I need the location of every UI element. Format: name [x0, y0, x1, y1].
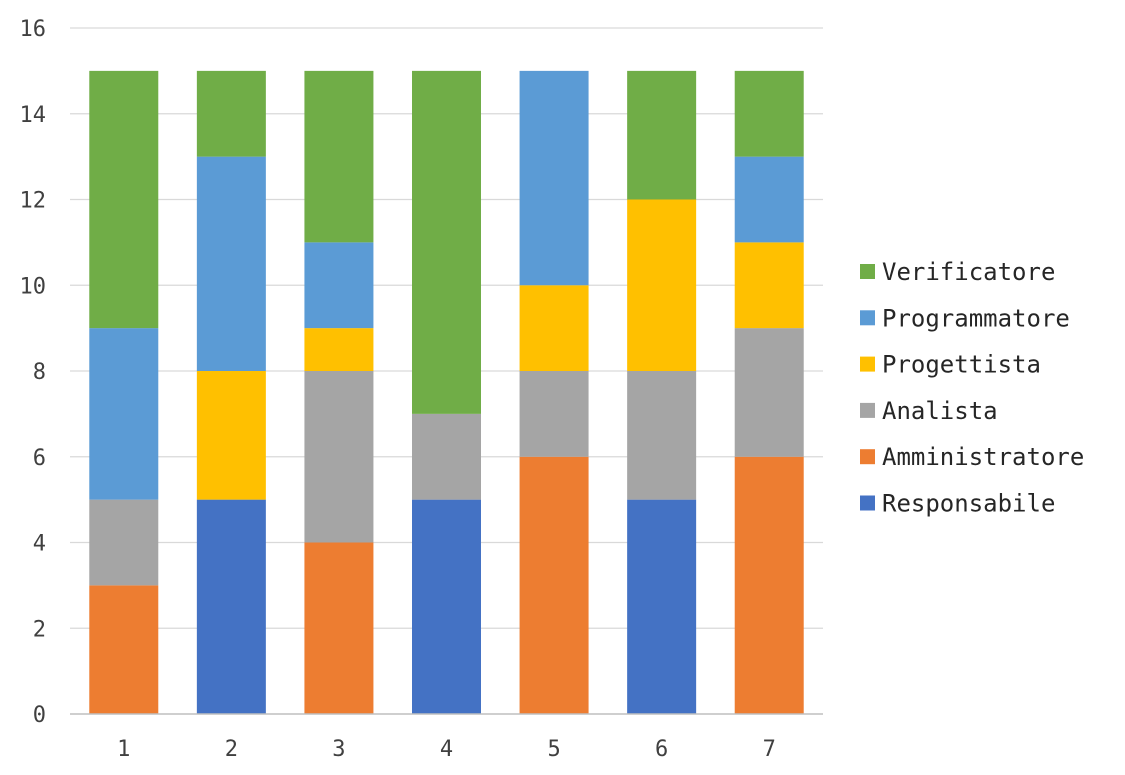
- bar-segment: [627, 499, 697, 714]
- bar-segment: [304, 242, 374, 329]
- x-tick-label: 7: [763, 737, 776, 762]
- legend-label: Amministratore: [882, 443, 1084, 471]
- bar-segment: [304, 371, 374, 543]
- bar-segment: [196, 371, 266, 500]
- bar-segment: [519, 456, 589, 714]
- y-tick-label: 2: [33, 617, 46, 642]
- legend: Verificatore Programmatore Progettista Anal…: [860, 258, 1084, 518]
- x-tick-label: 5: [547, 737, 560, 762]
- bar-segment: [89, 70, 159, 329]
- legend-item: Progettista: [860, 351, 1041, 379]
- bar-segment: [304, 328, 374, 371]
- bar-segment: [734, 328, 804, 457]
- legend-swatch: [860, 495, 875, 511]
- bar-segment: [89, 499, 159, 586]
- legend-swatch: [860, 310, 875, 326]
- bar-segment: [519, 285, 589, 371]
- bar-segment: [196, 156, 266, 371]
- y-tick-label: 8: [33, 360, 46, 385]
- bar-segment: [519, 70, 589, 286]
- legend-item: Verificatore: [860, 258, 1055, 286]
- legend-item: Analista: [860, 397, 998, 425]
- y-tick-label: 12: [20, 189, 47, 214]
- bar-segment: [734, 456, 804, 714]
- bar-segment: [734, 70, 804, 157]
- bar-segment: [734, 242, 804, 329]
- bar-segment: [519, 371, 589, 457]
- bar-segment: [304, 70, 374, 243]
- bar-segment: [734, 156, 804, 243]
- y-tick-label: 4: [33, 532, 46, 557]
- legend-item: Responsabile: [860, 490, 1055, 518]
- y-tick-label: 0: [33, 703, 46, 728]
- legend-item: Amministratore: [860, 443, 1084, 471]
- y-tick-label: 16: [20, 17, 47, 42]
- bar-segment: [627, 371, 697, 500]
- legend-label: Responsabile: [882, 490, 1055, 518]
- legend-swatch: [860, 264, 875, 279]
- bar-segment: [89, 328, 159, 500]
- bar-segment: [627, 70, 697, 200]
- bar-segment: [304, 542, 374, 714]
- bar-segment: [627, 199, 697, 371]
- x-tick-label: 3: [332, 737, 345, 762]
- x-tick-label: 4: [440, 737, 453, 762]
- bar-segment: [412, 499, 481, 714]
- bars: [89, 70, 804, 714]
- y-tick-label: 10: [20, 274, 47, 299]
- y-tick-label: 6: [33, 446, 46, 471]
- bar-segment: [89, 585, 159, 714]
- y-tick-label: 14: [20, 103, 47, 128]
- x-tick-label: 6: [655, 737, 668, 762]
- legend-label: Verificatore: [882, 258, 1055, 286]
- legend-label: Programmatore: [882, 304, 1070, 332]
- legend-label: Progettista: [882, 351, 1041, 379]
- bar-segment: [196, 499, 266, 714]
- legend-label: Analista: [882, 397, 998, 425]
- legend-swatch: [860, 402, 875, 418]
- x-tick-label: 2: [225, 737, 238, 762]
- bar-segment: [196, 70, 266, 157]
- legend-swatch: [860, 356, 875, 372]
- bar-segment: [412, 70, 481, 414]
- x-tick-label: 1: [117, 737, 130, 762]
- legend-item: Programmatore: [860, 304, 1070, 332]
- bar-segment: [412, 413, 481, 500]
- legend-swatch: [860, 449, 875, 465]
